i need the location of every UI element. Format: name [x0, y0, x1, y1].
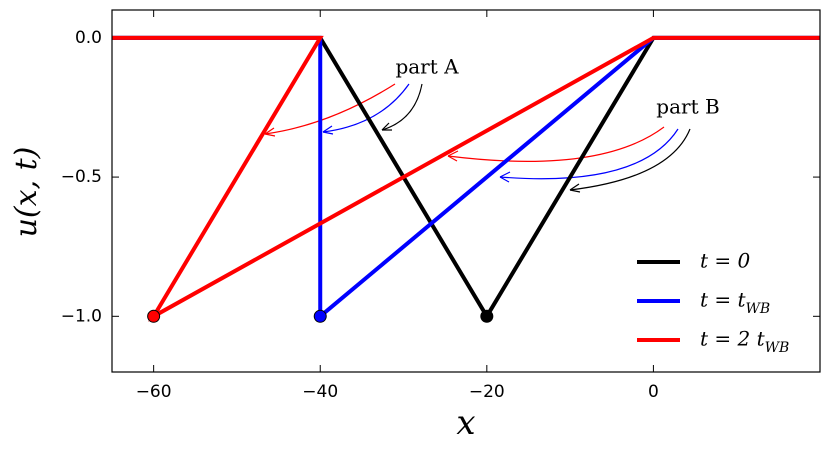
- legend-label: t = 2 tWB: [700, 327, 789, 357]
- arrow-head: [381, 122, 392, 131]
- legend-label: t = 0: [700, 249, 751, 273]
- arrow: [499, 128, 679, 180]
- arrow: [381, 83, 423, 131]
- arrow-head: [569, 183, 581, 193]
- arrow-head: [499, 171, 511, 183]
- series-line: [112, 35, 820, 321]
- x-tick-label: −40: [302, 382, 338, 402]
- arrow: [322, 83, 410, 133]
- arrow: [264, 83, 396, 135]
- y-tick-label: 0.0: [75, 28, 102, 48]
- x-axis-label: x: [456, 403, 475, 443]
- y-axis-label: u(x, t): [9, 147, 44, 238]
- arrow-head: [447, 150, 459, 162]
- x-tick-label: 0: [648, 382, 659, 402]
- y-tick-label: −1.0: [61, 306, 102, 326]
- annotation: part B: [656, 95, 719, 119]
- arrow-head: [264, 127, 276, 137]
- y-tick-label: −0.5: [61, 167, 102, 187]
- series-line: [112, 35, 820, 321]
- annotation: part A: [395, 55, 459, 79]
- marker: [313, 309, 327, 323]
- series-line: [112, 35, 820, 322]
- legend-label: t = tWB: [700, 288, 770, 318]
- x-tick-label: −20: [469, 382, 505, 402]
- x-tick-label: −60: [136, 382, 172, 402]
- arrow: [447, 126, 665, 162]
- marker: [480, 309, 494, 323]
- arrow-head: [322, 125, 334, 135]
- plot-frame: [111, 9, 821, 373]
- annotation-arrows: [264, 83, 691, 193]
- marker: [147, 309, 161, 323]
- arrow: [569, 128, 691, 191]
